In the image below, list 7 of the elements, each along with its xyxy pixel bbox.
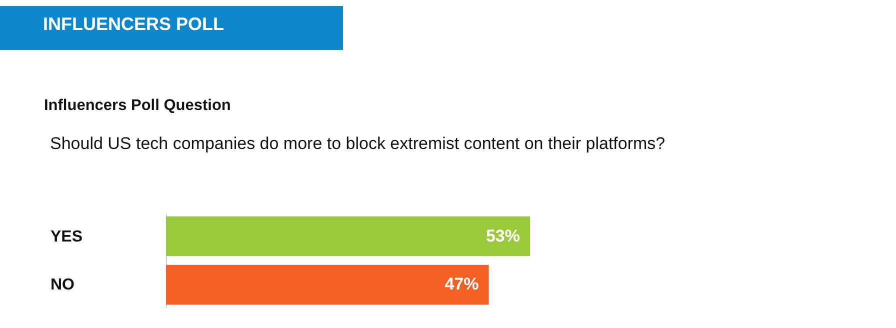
y-tick-label: NO	[50, 276, 74, 294]
chart-title: INFLUENCERS POLL	[43, 14, 224, 35]
data-label: 47%	[444, 274, 479, 294]
y-tick-label: YES	[50, 228, 83, 246]
data-label: 53%	[486, 226, 520, 246]
text: Should US tech companies do more to block extremist content on their platforms?	[50, 134, 666, 154]
chart-subtitle: Influencers Poll Question	[44, 97, 231, 115]
